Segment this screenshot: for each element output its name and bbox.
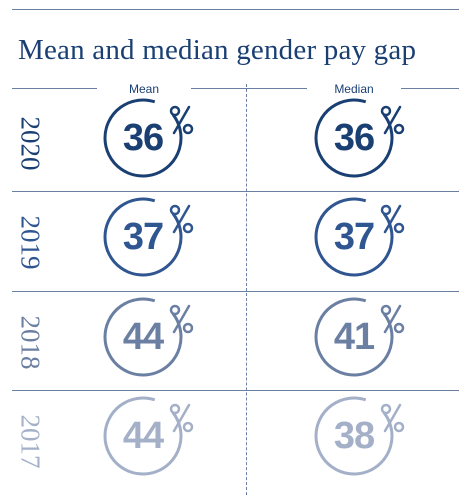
median-value-badge: 41 [313, 294, 433, 394]
year-label: 2018 [16, 297, 46, 387]
ring-icon [103, 396, 194, 476]
median-value: 36 [333, 117, 375, 159]
median-value-badge: 36 [313, 95, 433, 195]
median-value: 37 [333, 216, 375, 258]
row-divider [12, 291, 459, 292]
row-divider [12, 191, 459, 192]
top-rule [12, 9, 459, 10]
mean-value-badge: 44 [102, 393, 222, 493]
column-header-mean: Mean [97, 82, 191, 96]
mean-value: 44 [122, 415, 164, 457]
year-label: 2017 [16, 396, 46, 486]
ring-icon [103, 297, 194, 377]
ring-icon [103, 197, 194, 277]
year-label-text: 2020 [15, 116, 46, 170]
ring-icon [103, 98, 194, 178]
year-label-text: 2017 [15, 414, 46, 468]
ring-icon [314, 396, 405, 476]
year-label-text: 2019 [15, 215, 46, 269]
mean-value: 44 [122, 316, 164, 358]
header-rule [12, 88, 459, 89]
ring-icon [314, 297, 405, 377]
row-divider [12, 390, 459, 391]
column-header-median: Median [307, 82, 401, 96]
median-value: 41 [333, 316, 375, 358]
year-label: 2019 [16, 197, 46, 287]
mean-value: 36 [122, 117, 164, 159]
ring-icon [314, 98, 405, 178]
ring-icon [314, 197, 405, 277]
mean-value: 37 [122, 216, 164, 258]
median-value-badge: 37 [313, 194, 433, 294]
column-divider [246, 84, 247, 495]
mean-value-badge: 36 [102, 95, 222, 195]
chart-title: Mean and median gender pay gap [18, 34, 417, 66]
median-value-badge: 38 [313, 393, 433, 493]
median-value: 38 [333, 415, 375, 457]
mean-value-badge: 44 [102, 294, 222, 394]
year-label-text: 2018 [15, 315, 46, 369]
year-label: 2020 [16, 98, 46, 188]
mean-value-badge: 37 [102, 194, 222, 294]
